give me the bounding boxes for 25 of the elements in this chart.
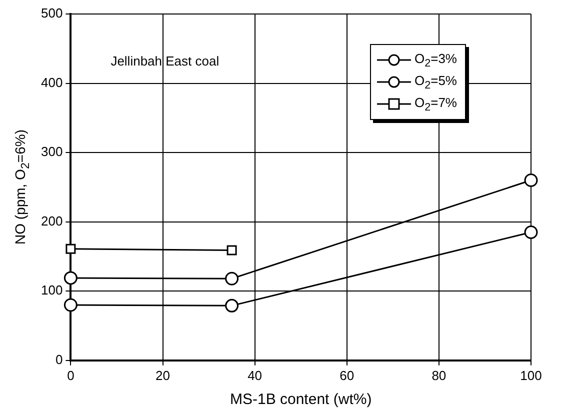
legend-label: O$_{2}$=5% <box>414 72 457 92</box>
point <box>225 298 239 312</box>
x-tick-label: 0 <box>67 368 74 383</box>
point <box>225 272 239 286</box>
x-tick-label: 20 <box>156 368 170 383</box>
point <box>524 174 538 188</box>
x-tick-label: 40 <box>248 368 262 383</box>
x-tick-label: 100 <box>520 368 542 383</box>
point <box>524 225 538 239</box>
y-tick-label: 300 <box>40 144 63 160</box>
legend-label: O$_{2}$=7% <box>414 94 457 114</box>
x-tick-label: 60 <box>340 368 354 383</box>
legend-label: O$_{2}$=3% <box>414 50 457 70</box>
point <box>64 298 78 312</box>
y-tick-label: 100 <box>40 282 63 298</box>
x-axis-title: MS-1B content (wt%) <box>230 391 372 408</box>
point <box>66 244 76 254</box>
y-tick-label: 0 <box>55 352 63 367</box>
y-tick-label: 200 <box>40 213 63 228</box>
point <box>226 245 237 256</box>
point <box>64 271 78 285</box>
x-tick-label: 80 <box>432 368 446 383</box>
annotation: Jellinbah East coal <box>110 54 220 69</box>
y-tick-label: 500 <box>40 6 63 21</box>
y-tick-label: 400 <box>40 74 63 90</box>
